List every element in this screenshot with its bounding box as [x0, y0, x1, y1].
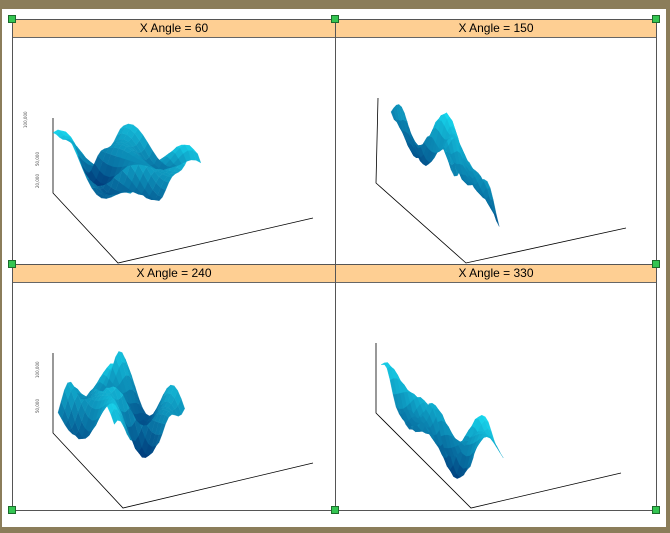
resize-handle[interactable]: [652, 15, 660, 23]
panel-title: X Angle = 150: [336, 20, 656, 38]
surface-facet: [443, 447, 451, 458]
surface-facet: [120, 123, 129, 130]
z-tick-label: 20,000: [35, 174, 40, 188]
surface-plot: 100,000 50,000 20,000: [23, 111, 314, 264]
resize-handle[interactable]: [8, 506, 16, 514]
z-tick-label: 100,000: [23, 111, 28, 128]
chart-canvas: X Angle = 60 100,000 50,000 20,000 X Ang…: [2, 9, 666, 527]
resize-handle[interactable]: [8, 15, 16, 23]
resize-handle[interactable]: [331, 15, 339, 23]
z-tick-label: 50,000: [35, 399, 40, 413]
axes: [52, 118, 314, 264]
surface-plot: [375, 343, 622, 509]
surface-mesh: [57, 350, 185, 458]
surface-mesh: [380, 362, 504, 479]
window-frame-left: [0, 0, 2, 533]
surface-plot: 100,000 50,000: [35, 350, 314, 509]
resize-handle[interactable]: [331, 506, 339, 514]
surface-mesh: [390, 104, 500, 227]
window-frame-top: [0, 0, 670, 9]
chart-panel-xangle-150[interactable]: X Angle = 150: [335, 19, 657, 265]
window-frame-right: [666, 0, 670, 533]
z-tick-label: 100,000: [35, 361, 40, 378]
chart-panel-xangle-330[interactable]: X Angle = 330: [335, 264, 657, 511]
axes: [375, 343, 622, 509]
surface-mesh: [52, 123, 202, 201]
resize-handle[interactable]: [652, 260, 660, 268]
chart-panel-xangle-240[interactable]: X Angle = 240 100,000 50,000: [12, 264, 336, 511]
resize-handle[interactable]: [652, 506, 660, 514]
z-tick-label: 50,000: [35, 152, 40, 166]
surface-plot: [375, 97, 627, 264]
z-tick-labels: 100,000 50,000 20,000: [23, 111, 40, 188]
window-frame-bottom: [0, 527, 670, 533]
resize-handle[interactable]: [8, 260, 16, 268]
panel-title: X Angle = 330: [336, 265, 656, 283]
axes: [375, 97, 627, 264]
panel-title: X Angle = 240: [13, 265, 335, 283]
surface-facet: [125, 358, 133, 377]
axes: [52, 353, 314, 509]
z-tick-labels: 100,000 50,000: [35, 361, 40, 413]
panel-title: X Angle = 60: [13, 20, 335, 38]
chart-panel-xangle-60[interactable]: X Angle = 60 100,000 50,000 20,000: [12, 19, 336, 265]
